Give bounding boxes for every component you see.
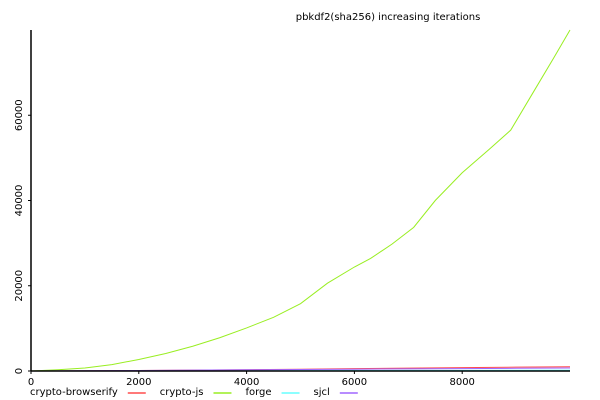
legend-label: forge [245,387,271,398]
legend-label: crypto-js [160,387,204,398]
x-tick-label: 0 [28,377,34,388]
x-tick-label: 8000 [449,377,474,388]
x-tick-label: 6000 [342,377,367,388]
x-tick-label: 2000 [126,377,151,388]
y-tick-label: 60000 [14,99,25,131]
y-tick-label: 20000 [14,270,25,302]
y-tick-label: 0 [14,368,25,374]
chart-title: pbkdf2(sha256) increasing iterations [296,12,481,23]
legend: crypto-browserify crypto-js forge sjcl [30,387,358,398]
axes-layer: 0 2000 4000 6000 8000 0 20000 40000 60000 [14,30,570,388]
y-tick-label: 40000 [14,185,25,217]
x-tick-label: 4000 [234,377,259,388]
legend-label: sjcl [314,387,330,398]
series-line-crypto-js [31,29,571,372]
legend-label: crypto-browserify [30,387,118,398]
series-layer [31,29,571,372]
